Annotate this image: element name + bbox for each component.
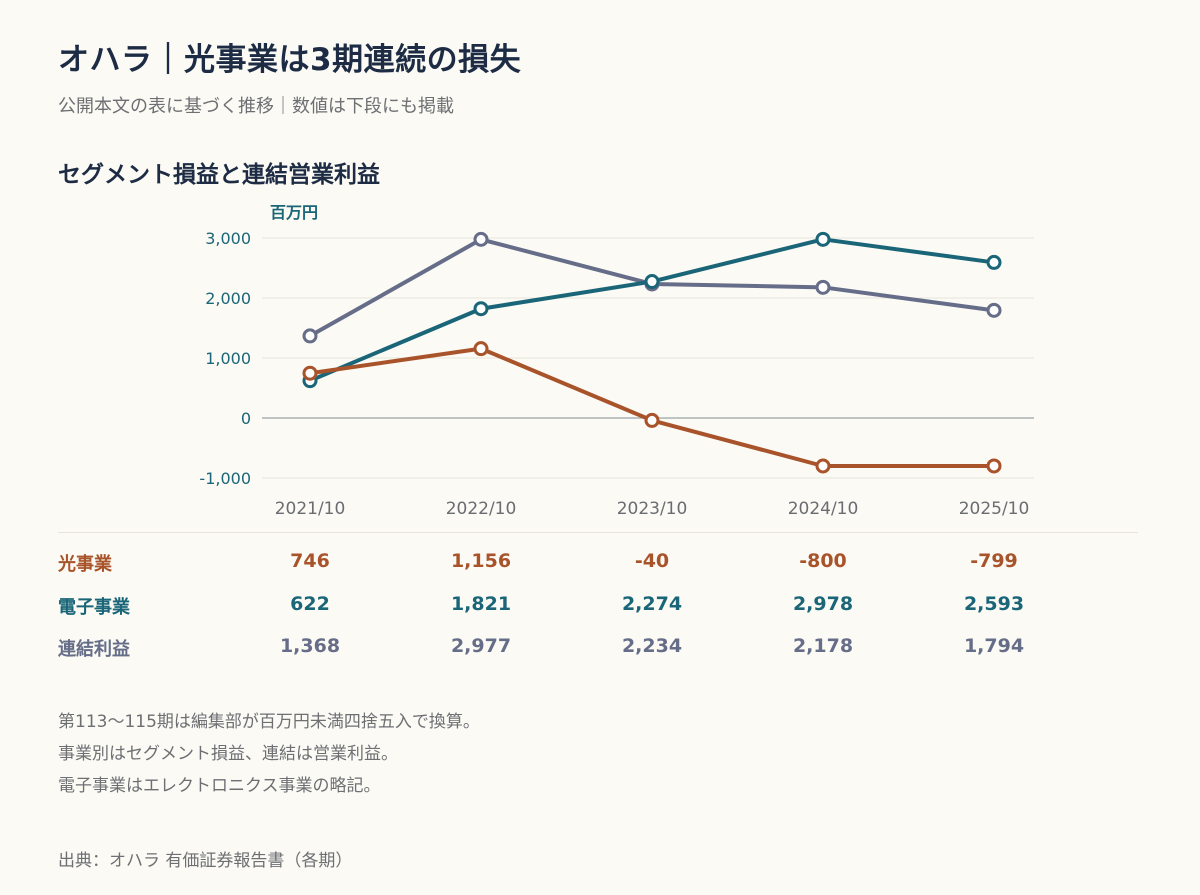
x-axis-ticks: 2021/10 2022/10 2023/10 2024/10 2025/10 [275, 499, 1030, 519]
chart-section-title: セグメント損益と連結営業利益 [58, 162, 380, 188]
page-title: オハラ｜光事業は3期連続の損失 [58, 42, 522, 78]
data-point-electronics [644, 274, 660, 290]
chart-grid [262, 237, 1034, 479]
page-subtitle: 公開本文の表に基づく推移｜数値は下段にも掲載 [58, 96, 454, 117]
y-axis-ticks: 3,000 2,000 1,000 0 -1,000 [199, 229, 251, 488]
chart-table-divider [58, 532, 1138, 533]
x-tick-label: 2023/10 [617, 499, 688, 519]
table-cell: 1,156 [450, 550, 512, 572]
table-cell: -800 [799, 550, 847, 572]
data-point-optical [644, 412, 660, 428]
y-tick-label: 3,000 [205, 229, 251, 248]
table-cell: 622 [290, 593, 330, 615]
y-tick-label: 2,000 [205, 289, 251, 308]
table-cell: 2,593 [963, 593, 1025, 615]
y-tick-label: -1,000 [199, 469, 251, 488]
table-cell: -40 [634, 550, 670, 572]
table-cell: 2,274 [621, 593, 683, 615]
table-cell: -799 [970, 550, 1018, 572]
table-cell: 2,977 [450, 635, 512, 657]
table-cell: 2,234 [621, 635, 683, 657]
series-line-optical [308, 346, 996, 468]
table-cell: 2,178 [792, 635, 854, 657]
chart-series-lines [308, 237, 996, 468]
x-tick-label: 2022/10 [446, 499, 517, 519]
x-tick-label: 2024/10 [788, 499, 859, 519]
data-point-consolidated [473, 231, 489, 247]
footnote: 第113〜115期は編集部が百万円未満四捨五入で換算。 [58, 712, 480, 732]
line-chart: 百万円 3,000 2,000 1,000 0 -1,000 2021/10 2022/1… [199, 203, 1034, 519]
data-point-consolidated [302, 328, 318, 344]
table-cell: 1,794 [963, 635, 1025, 657]
footnote: 電子事業はエレクトロニクス事業の略記。 [58, 776, 381, 796]
data-point-electronics [473, 301, 489, 317]
table-cell: 1,368 [279, 635, 341, 657]
table-cell: 2,978 [792, 593, 854, 615]
data-point-electronics [815, 231, 831, 247]
footnote: 事業別はセグメント損益、連結は営業利益。 [58, 744, 398, 764]
data-point-electronics [986, 254, 1002, 270]
data-point-consolidated [986, 302, 1002, 318]
y-axis-unit-label: 百万円 [270, 203, 318, 222]
chart-series-markers [302, 231, 1002, 474]
footnotes: 第113〜115期は編集部が百万円未満四捨五入で換算。 事業別はセグメント損益、… [58, 706, 480, 802]
x-tick-label: 2025/10 [959, 499, 1030, 519]
data-point-optical [815, 458, 831, 474]
data-point-consolidated [815, 279, 831, 295]
table-cell: 746 [290, 550, 330, 572]
x-tick-label: 2021/10 [275, 499, 346, 519]
row-label-electronics: 電子事業 [58, 597, 130, 618]
row-label-consolidated: 連結利益 [58, 639, 130, 660]
data-point-optical [302, 365, 318, 381]
y-tick-label: 0 [241, 409, 251, 428]
y-tick-label: 1,000 [205, 349, 251, 368]
table-cell: 1,821 [450, 593, 512, 615]
source-note: 出典：オハラ 有価証券報告書（各期） [58, 851, 353, 871]
row-label-optical: 光事業 [58, 554, 112, 575]
data-point-optical [986, 458, 1002, 474]
data-point-optical [473, 341, 489, 357]
